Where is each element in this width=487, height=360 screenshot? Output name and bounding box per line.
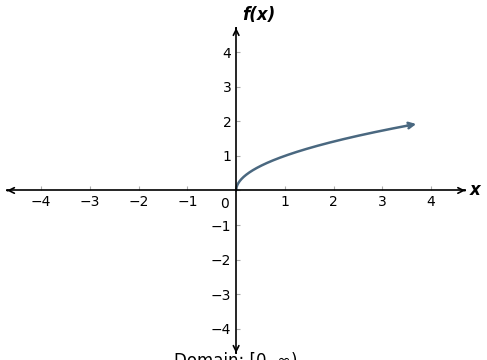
Text: Domain: [0, ∞): Domain: [0, ∞)	[174, 352, 298, 360]
Text: 0: 0	[220, 197, 229, 211]
Text: f(x): f(x)	[242, 6, 275, 24]
Text: x: x	[470, 181, 481, 199]
